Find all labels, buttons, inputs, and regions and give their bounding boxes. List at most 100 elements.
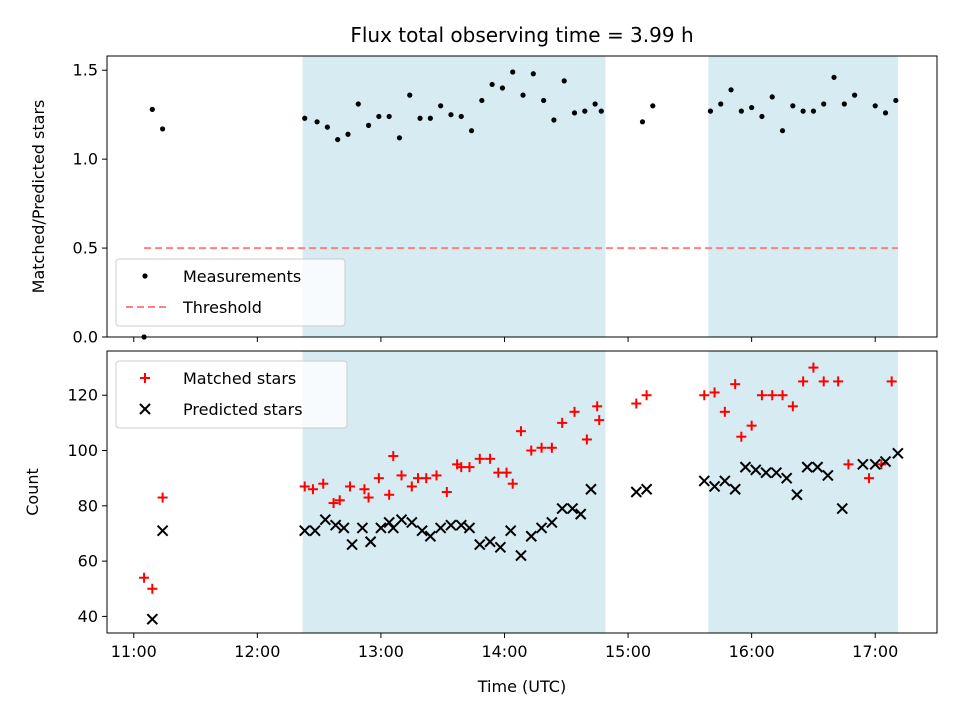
measurement-point: [893, 97, 899, 104]
matched-star-point: [328, 498, 339, 509]
matched-star-point: [787, 401, 798, 412]
predicted-star-point: [585, 483, 597, 495]
predicted-star-point: [535, 522, 548, 534]
measurement-point: [882, 110, 889, 116]
matched-star-point: [631, 398, 642, 409]
bottom-y-axis-label: Count: [23, 468, 42, 516]
predicted-star-point: [146, 613, 159, 625]
top-x-ticks: [133, 337, 876, 342]
measurement-point: [345, 131, 351, 137]
predicted-star-point: [750, 464, 762, 476]
legend-label-threshold: Threshold: [182, 298, 262, 317]
measurement-point: [831, 74, 837, 80]
matched-star-point: [388, 451, 399, 462]
y-tick-label: 0.0: [73, 328, 98, 347]
predicted-star-point: [309, 524, 321, 537]
matched-star-point: [557, 417, 568, 428]
predicted-star-point: [474, 538, 486, 551]
top-y-ticks: 0.0 0.5 1.0 1.5: [73, 61, 107, 347]
measurement-point: [407, 92, 413, 98]
predicted-star-point: [879, 455, 892, 468]
matched-star-point: [699, 390, 710, 401]
top-y-axis-label: Matched/Predicted stars: [29, 100, 48, 294]
predicted-star-point: [504, 524, 517, 537]
matched-star-point: [384, 489, 395, 500]
legend-label-measurements: Measurements: [183, 267, 301, 286]
predicted-star-point: [770, 466, 783, 479]
measurement-point: [749, 104, 755, 111]
matched-star-point: [843, 459, 854, 470]
predicted-star-point: [364, 536, 377, 548]
legend-marker-predicted-stars: [139, 403, 151, 415]
top-legend: Measurements Threshold: [115, 258, 346, 327]
measurement-point: [800, 108, 806, 114]
matched-star-point: [798, 376, 809, 387]
measurement-point: [427, 115, 433, 121]
measurement-point: [821, 101, 827, 107]
measurement-point: [738, 108, 744, 114]
y-tick-label: 80: [78, 496, 98, 515]
bottom-shaded-regions: [302, 351, 898, 633]
measurement-point: [639, 119, 646, 125]
measurement-point: [650, 103, 656, 109]
shaded-interval: [302, 56, 606, 337]
measurement-point: [448, 112, 454, 118]
measurement-point: [810, 108, 817, 114]
matched-star-point: [709, 387, 720, 398]
predicted-star-point: [375, 522, 387, 534]
measurement-point: [314, 119, 320, 125]
predicted-star-point: [836, 502, 848, 515]
bottom-panel: 40 60 80 100 120 11:00 12:00 13:00 14:00 15:00 16…: [23, 350, 938, 696]
chart-title: Flux total observing time = 3.99 h: [350, 23, 693, 47]
measurement-point: [479, 97, 485, 104]
predicted-star-point: [780, 472, 793, 484]
measurement-point: [386, 113, 392, 120]
shaded-interval: [708, 56, 898, 337]
x-tick-label: 12:00: [234, 642, 280, 661]
measurement-point: [468, 128, 475, 134]
matched-star-point: [592, 401, 603, 412]
bottom-y-ticks: 40 60 80 100 120: [67, 386, 107, 626]
measurement-point: [149, 106, 155, 112]
measurement-point: [852, 92, 858, 98]
top-axes-frame: [106, 55, 938, 338]
measurement-point: [718, 101, 724, 107]
measurement-point: [841, 101, 847, 107]
predicted-star-point: [463, 522, 476, 534]
measurement-point: [376, 113, 382, 120]
predicted-star-point: [729, 483, 741, 495]
matched-star-point: [147, 583, 158, 594]
measurement-point: [571, 110, 578, 116]
matched-star-point: [396, 470, 407, 481]
matched-star-point: [485, 453, 496, 464]
matched-star-point: [157, 492, 168, 503]
matched-star-point: [373, 473, 384, 484]
measurement-point: [489, 81, 495, 88]
measurement-point: [355, 101, 361, 107]
predicted-star-point: [434, 522, 447, 534]
predicted-star-point: [445, 519, 457, 531]
measurement-point: [530, 71, 536, 77]
matched-star-point: [767, 390, 778, 401]
legend-marker-measurements: [142, 273, 148, 279]
matched-star-point: [307, 484, 318, 495]
matched-star-point: [777, 390, 788, 401]
matched-star-point: [833, 376, 844, 387]
y-tick-label: 1.0: [73, 150, 98, 169]
measurement-point: [417, 115, 423, 121]
predicted-star-point: [515, 549, 527, 562]
matched-star-point: [318, 478, 329, 489]
predicted-star-point: [346, 538, 358, 551]
matched-star-point: [474, 453, 485, 464]
predicted-star-point: [566, 502, 579, 515]
measurement-point: [396, 135, 403, 141]
matched-star-point: [546, 442, 557, 453]
matched-star-point: [641, 390, 652, 401]
legend-marker-matched-stars: [140, 373, 150, 383]
matched-star-point: [594, 415, 605, 426]
measurement-point: [302, 115, 308, 121]
predicted-star-point: [574, 508, 587, 520]
matched-star-point: [515, 426, 526, 437]
measurement-point: [335, 136, 341, 143]
matched-star-point: [359, 484, 370, 495]
